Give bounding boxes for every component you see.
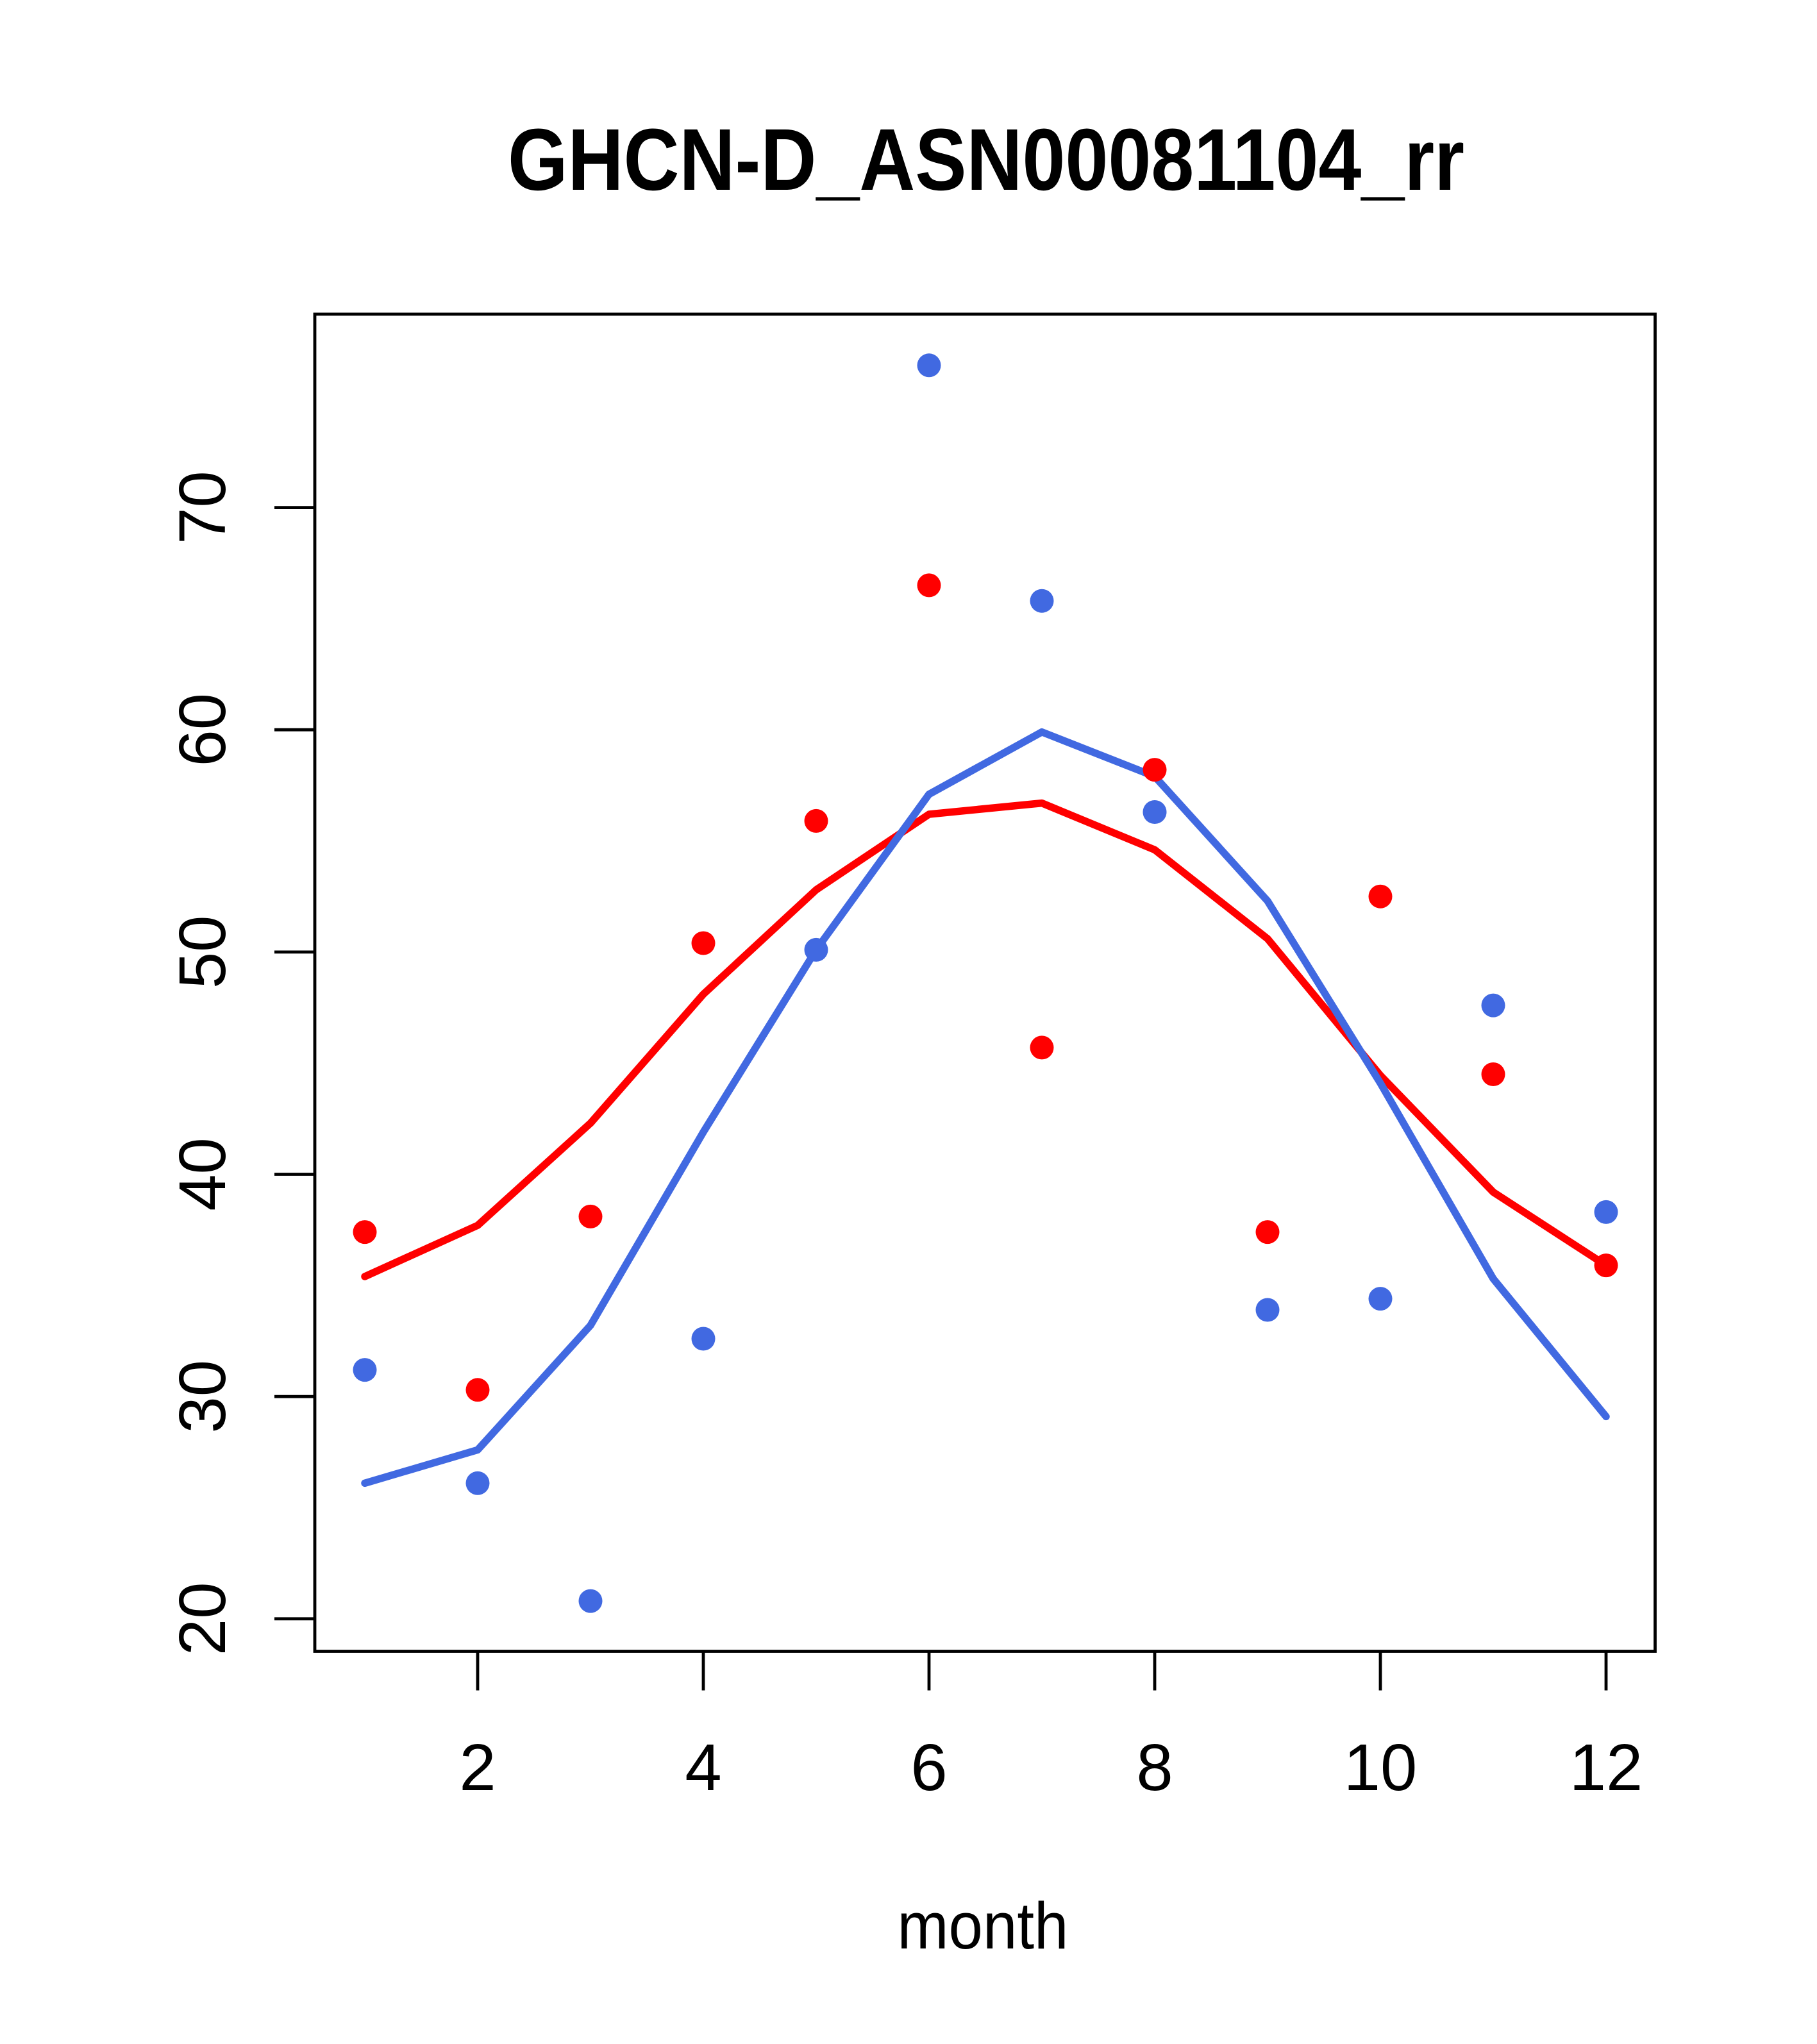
- svg-text:4: 4: [685, 1730, 721, 1804]
- svg-text:12: 12: [1570, 1730, 1643, 1804]
- svg-text:6: 6: [910, 1730, 947, 1804]
- svg-text:month: month: [898, 1889, 1069, 1963]
- svg-text:60: 60: [165, 693, 239, 767]
- svg-text:GHCN-D_ASN00081104_rr: GHCN-D_ASN00081104_rr: [508, 110, 1464, 208]
- svg-text:40: 40: [165, 1137, 239, 1211]
- svg-text:20: 20: [165, 1582, 239, 1656]
- svg-text:50: 50: [165, 916, 239, 989]
- svg-text:70: 70: [165, 471, 239, 544]
- svg-text:30: 30: [165, 1360, 239, 1434]
- svg-text:2: 2: [459, 1730, 496, 1804]
- svg-text:8: 8: [1136, 1730, 1173, 1804]
- svg-text:10: 10: [1344, 1730, 1418, 1804]
